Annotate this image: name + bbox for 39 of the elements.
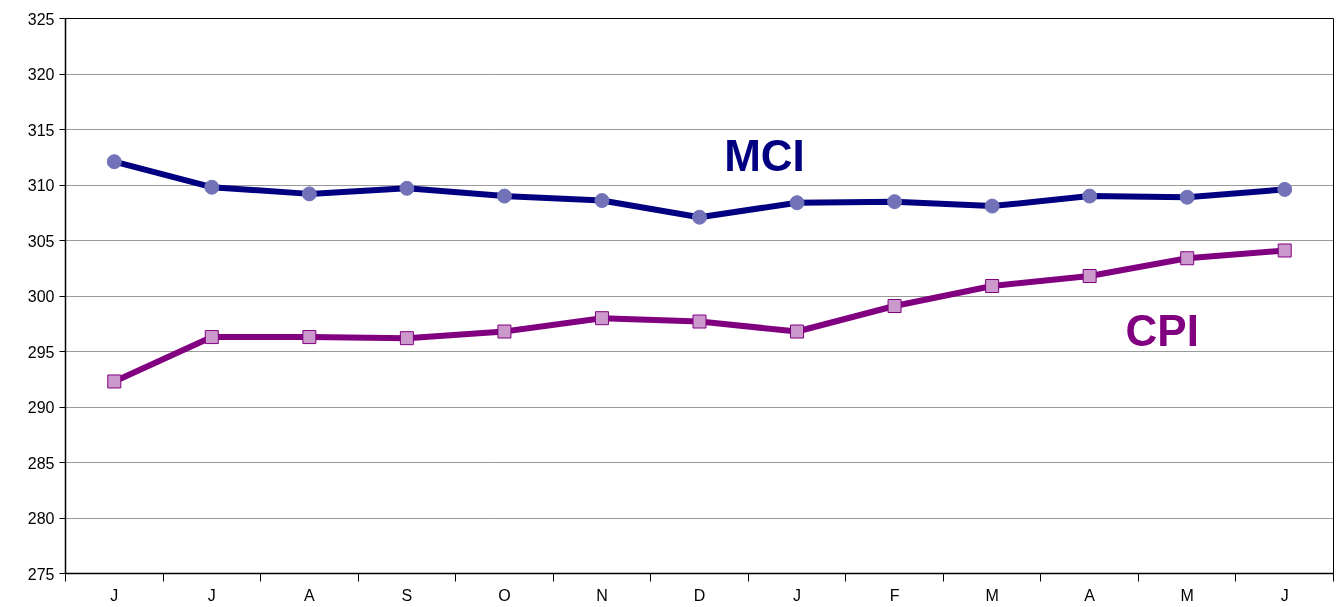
point <box>594 311 609 326</box>
point <box>302 330 317 345</box>
x-tick-label: D <box>693 586 706 604</box>
point <box>1277 243 1292 258</box>
point <box>399 331 414 346</box>
y-tick-label: 320 <box>27 66 55 83</box>
point <box>887 298 902 313</box>
point <box>497 324 512 339</box>
x-tick-label: J <box>1280 586 1289 604</box>
x-tick-label: F <box>889 586 900 604</box>
x-tick-label: A <box>304 586 316 604</box>
point <box>107 374 122 389</box>
series-label: CPI <box>1125 305 1199 355</box>
point <box>985 279 1000 294</box>
x-tick-label: M <box>1180 586 1194 604</box>
point <box>790 324 805 339</box>
y-tick-label: 300 <box>27 288 55 305</box>
point <box>1180 251 1195 266</box>
y-tick-label: 275 <box>27 565 55 583</box>
point <box>692 314 707 329</box>
y-tick-label: 295 <box>27 343 55 361</box>
y-tick-label: 305 <box>27 232 55 250</box>
y-tick-label: 290 <box>27 399 55 416</box>
point <box>1082 269 1097 284</box>
x-tick-label: N <box>596 586 608 604</box>
point <box>204 330 219 345</box>
y-tick-label: 310 <box>27 177 55 194</box>
y-tick-label: 325 <box>27 10 55 28</box>
x-tick-label: O <box>498 586 511 604</box>
y-tick-label: 315 <box>27 121 55 139</box>
y-tick-label: 285 <box>27 454 55 472</box>
x-tick-label: J <box>110 586 119 604</box>
x-tick-label: J <box>793 586 802 604</box>
x-tick-label: J <box>207 586 216 604</box>
series-label: MCI <box>724 130 805 180</box>
x-tick-label: A <box>1084 586 1096 604</box>
x-tick-label: S <box>401 586 413 604</box>
x-tick-label: M <box>985 586 999 604</box>
y-tick-label: 280 <box>27 510 55 527</box>
